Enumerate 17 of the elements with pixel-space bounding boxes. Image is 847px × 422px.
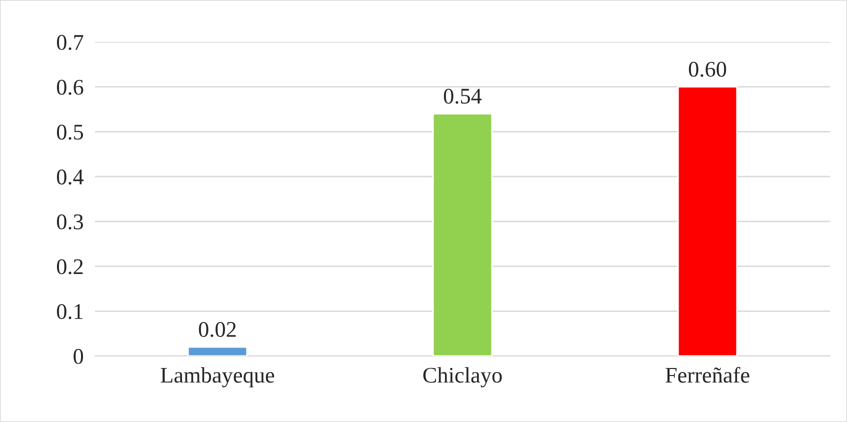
y-tick-label: 0 bbox=[74, 348, 84, 364]
data-label: 0.54 bbox=[444, 88, 482, 104]
x-tick-label: Chiclayo bbox=[423, 367, 502, 388]
y-tick-label: 0.1 bbox=[56, 304, 83, 320]
x-tick-label: Lambayeque bbox=[160, 367, 274, 388]
bar bbox=[187, 346, 248, 356]
y-tick-label: 0.3 bbox=[56, 214, 84, 230]
y-tick-label: 0.4 bbox=[56, 170, 84, 185]
y-tick-label: 0.5 bbox=[56, 124, 84, 140]
data-label: 0.60 bbox=[688, 62, 726, 77]
bar bbox=[432, 113, 493, 356]
bar bbox=[677, 86, 738, 356]
data-label: 0.02 bbox=[198, 322, 236, 338]
x-tick-label: Ferreñafe bbox=[666, 366, 750, 383]
y-tick-label: 0.6 bbox=[56, 80, 84, 95]
y-tick-label: 0.2 bbox=[56, 259, 83, 274]
y-tick-label: 0.7 bbox=[56, 34, 84, 50]
